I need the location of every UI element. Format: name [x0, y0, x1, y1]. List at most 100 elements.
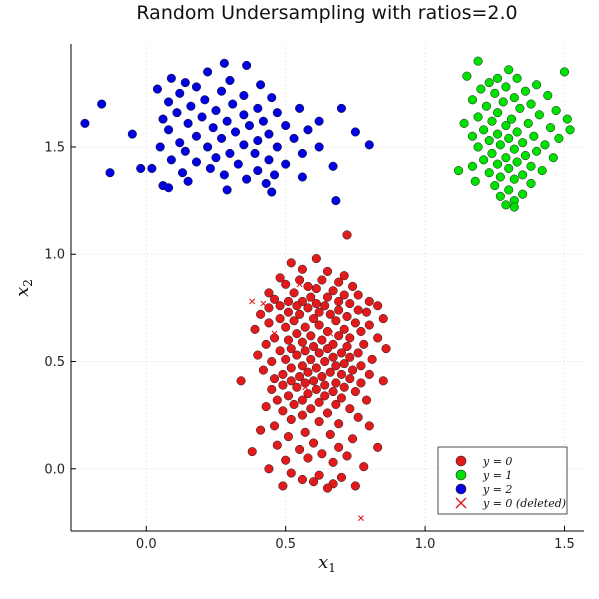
data-point-class-0	[264, 303, 274, 313]
data-point-class-0	[350, 318, 360, 328]
data-point-class-2	[242, 60, 252, 71]
data-point-class-0	[320, 356, 330, 367]
data-point-class-2	[200, 95, 210, 105]
data-point-class-0	[328, 286, 338, 296]
data-point-class-0	[292, 350, 302, 360]
data-point-class-2	[208, 123, 218, 133]
data-point-class-2	[261, 178, 271, 188]
data-point-class-0	[356, 378, 366, 388]
data-point-class-2	[225, 148, 235, 158]
data-point-class-0	[306, 354, 316, 364]
data-point-class-0	[309, 376, 319, 386]
data-point-class-2	[222, 116, 232, 126]
data-point-deleted	[271, 330, 278, 337]
data-point-class-1	[540, 140, 550, 150]
data-point-class-0	[314, 397, 324, 407]
data-point-class-2	[219, 58, 229, 68]
data-point-class-0	[353, 305, 363, 315]
data-point-class-1	[526, 178, 536, 188]
legend-marker-class-1	[455, 469, 467, 481]
data-point-class-0	[348, 434, 358, 444]
data-point-class-0	[295, 275, 305, 285]
y-tick-label: 1.0	[44, 248, 65, 263]
data-point-class-0	[306, 404, 316, 414]
data-point-class-0	[320, 380, 330, 390]
data-point-class-2	[219, 170, 229, 180]
legend-label-class-1: y = 1	[482, 469, 512, 482]
y-tick-label: 1.5	[44, 140, 65, 155]
data-point-class-0	[269, 333, 280, 343]
data-point-class-0	[317, 449, 327, 459]
data-point-class-0	[345, 374, 355, 384]
data-point-class-0	[339, 382, 349, 392]
data-point-class-0	[283, 307, 294, 317]
data-point-class-0	[300, 427, 310, 437]
data-point-class-1	[545, 123, 556, 133]
data-point-class-2	[136, 163, 146, 173]
data-point-class-1	[473, 56, 483, 66]
data-point-class-0	[336, 393, 346, 403]
data-point-class-1	[501, 153, 511, 163]
data-point-class-0	[283, 335, 294, 345]
data-point-class-0	[328, 387, 338, 397]
data-point-class-0	[283, 296, 294, 306]
data-point-class-1	[467, 95, 478, 105]
data-point-class-0	[356, 361, 366, 371]
data-point-class-1	[495, 140, 505, 150]
data-point-class-2	[239, 110, 249, 120]
data-point-class-2	[211, 153, 221, 163]
data-point-class-2	[289, 133, 299, 143]
data-point-class-2	[336, 103, 346, 113]
data-point-class-2	[297, 172, 307, 182]
data-point-class-2	[180, 78, 190, 88]
data-point-class-1	[509, 174, 519, 184]
data-point-class-2	[164, 183, 174, 193]
data-point-class-0	[314, 307, 324, 317]
data-point-class-1	[470, 176, 480, 186]
data-point-class-2	[239, 140, 249, 150]
data-point-class-0	[364, 320, 374, 330]
data-point-deleted	[302, 384, 309, 391]
data-point-class-1	[554, 133, 564, 143]
data-point-class-1	[495, 191, 505, 201]
data-point-class-0	[289, 288, 299, 298]
data-point-class-0	[256, 425, 266, 435]
data-point-class-2	[264, 129, 274, 139]
data-point-class-0	[331, 378, 341, 388]
data-point-class-2	[191, 131, 202, 141]
data-point-class-0	[283, 432, 294, 442]
data-point-class-0	[364, 296, 374, 306]
data-point-class-0	[320, 391, 330, 401]
data-point-class-0	[289, 316, 299, 326]
data-point-deleted	[249, 298, 256, 305]
data-point-class-2	[228, 99, 238, 109]
data-point-class-1	[479, 125, 489, 135]
data-point-class-0	[336, 472, 346, 482]
data-point-class-2	[166, 73, 176, 83]
data-point-class-1	[509, 93, 519, 103]
data-point-class-0	[289, 399, 299, 409]
y-tick-label: 0.5	[44, 355, 65, 370]
y-axis-label: x2	[12, 279, 35, 297]
data-point-class-0	[350, 387, 360, 397]
data-point-class-0	[264, 464, 274, 474]
data-point-class-0	[286, 344, 296, 354]
x-tick-label: 1.5	[554, 537, 575, 552]
data-point-class-0	[367, 354, 377, 364]
data-point-class-0	[286, 258, 296, 268]
data-point-class-1	[495, 172, 505, 182]
data-point-class-0	[303, 367, 313, 377]
data-point-class-0	[348, 365, 358, 375]
data-point-class-0	[322, 266, 333, 276]
data-point-class-0	[356, 326, 366, 337]
data-point-class-2	[331, 196, 341, 206]
data-point-class-0	[297, 395, 307, 405]
data-point-class-1	[520, 151, 531, 161]
data-point-class-2	[166, 155, 176, 165]
data-point-class-0	[286, 376, 296, 386]
data-point-class-0	[345, 299, 355, 309]
data-point-class-0	[364, 421, 374, 431]
data-point-class-2	[328, 161, 338, 171]
data-point-class-1	[467, 161, 478, 171]
data-point-class-1	[512, 73, 522, 83]
